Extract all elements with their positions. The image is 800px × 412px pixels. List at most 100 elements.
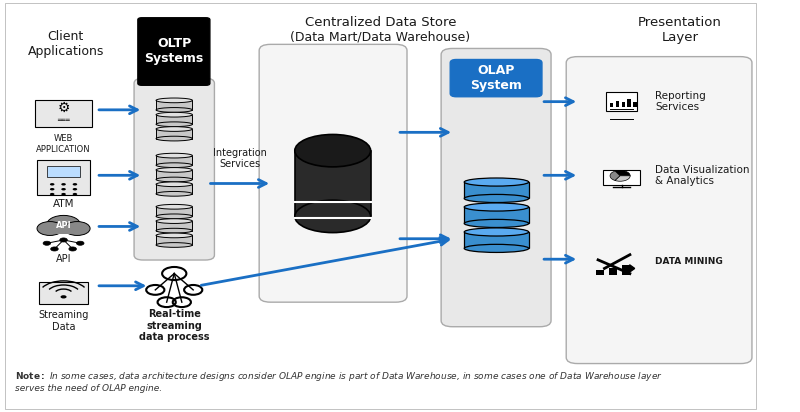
Circle shape [50,183,54,185]
Ellipse shape [156,177,193,182]
Bar [156,115,193,124]
Text: OLAP
System: OLAP System [470,64,522,92]
Bar [156,184,193,194]
Ellipse shape [294,200,370,233]
Circle shape [62,193,66,195]
Ellipse shape [156,122,193,126]
Bar [627,99,630,107]
Bar [609,267,617,275]
FancyBboxPatch shape [39,282,88,304]
Text: API: API [56,254,71,264]
FancyBboxPatch shape [441,49,551,327]
Bar [464,207,529,223]
Text: Reporting
Services: Reporting Services [655,91,706,112]
Ellipse shape [156,214,193,219]
Bar [156,235,193,245]
Ellipse shape [464,219,529,227]
Bar [633,102,637,107]
Text: Centralized Data Store: Centralized Data Store [305,16,456,29]
Circle shape [62,183,66,185]
Circle shape [43,241,50,245]
Circle shape [50,188,54,190]
Bar [47,166,80,177]
Circle shape [37,222,62,236]
FancyBboxPatch shape [259,44,407,302]
Text: (Data Mart/Data Warehouse): (Data Mart/Data Warehouse) [290,31,470,44]
Ellipse shape [156,233,193,238]
Bar [622,265,630,275]
Ellipse shape [464,244,529,253]
Circle shape [77,241,84,245]
Circle shape [50,193,54,195]
Ellipse shape [156,98,193,103]
Ellipse shape [156,243,193,247]
Circle shape [73,188,78,190]
Wedge shape [615,170,630,176]
Bar [597,270,605,275]
Bar [156,101,193,110]
Ellipse shape [156,153,193,158]
Text: ⚙: ⚙ [58,101,70,115]
Text: Real-time
streaming
data process: Real-time streaming data process [139,309,210,342]
FancyBboxPatch shape [606,92,638,111]
Bar [156,129,193,138]
Text: Data Visualization
& Analytics: Data Visualization & Analytics [655,164,750,186]
Bar [45,227,82,234]
Bar [156,156,193,165]
Ellipse shape [156,168,193,172]
Ellipse shape [156,136,193,141]
FancyBboxPatch shape [134,78,214,260]
Text: Client
Applications: Client Applications [28,30,104,58]
Bar [156,170,193,180]
Circle shape [61,295,66,298]
Text: WEB
APPLICATION: WEB APPLICATION [36,134,91,154]
Bar [616,101,619,107]
FancyBboxPatch shape [566,56,752,363]
Wedge shape [610,171,620,180]
Circle shape [69,247,77,251]
Ellipse shape [464,194,529,203]
Ellipse shape [156,163,193,168]
Ellipse shape [156,204,193,209]
FancyBboxPatch shape [34,101,92,127]
Circle shape [60,238,67,242]
Ellipse shape [294,134,370,167]
Ellipse shape [156,192,193,196]
Bar [622,103,625,107]
Text: Presentation
Layer: Presentation Layer [638,16,722,44]
Ellipse shape [156,126,193,131]
Circle shape [62,188,66,190]
Bar [610,103,614,107]
Bar [156,207,193,216]
Ellipse shape [464,228,529,236]
Text: ATM: ATM [53,199,74,209]
Ellipse shape [464,203,529,211]
FancyBboxPatch shape [603,170,640,185]
Text: API: API [56,221,71,230]
Ellipse shape [156,108,193,112]
Bar [294,151,370,216]
Text: Integration
Services: Integration Services [213,147,266,169]
Circle shape [64,222,90,236]
Bar [464,182,529,199]
FancyBboxPatch shape [450,59,542,97]
Text: $\bf{Note:}$ In some cases, data architecture designs consider OLAP engine is pa: $\bf{Note:}$ In some cases, data archite… [15,370,663,393]
Text: DATA MINING: DATA MINING [655,257,722,266]
Text: ═══: ═══ [57,116,70,122]
Wedge shape [615,176,630,181]
FancyBboxPatch shape [37,160,90,195]
Ellipse shape [156,219,193,223]
Text: OLTP
Systems: OLTP Systems [145,37,204,66]
Ellipse shape [156,228,193,233]
Circle shape [47,215,80,234]
Circle shape [73,193,78,195]
Ellipse shape [156,112,193,117]
Text: Streaming
Data: Streaming Data [38,310,89,332]
Bar [464,232,529,248]
Polygon shape [625,265,634,272]
Ellipse shape [156,182,193,187]
Circle shape [73,183,78,185]
Circle shape [50,247,58,251]
Ellipse shape [464,178,529,186]
Bar [156,221,193,231]
